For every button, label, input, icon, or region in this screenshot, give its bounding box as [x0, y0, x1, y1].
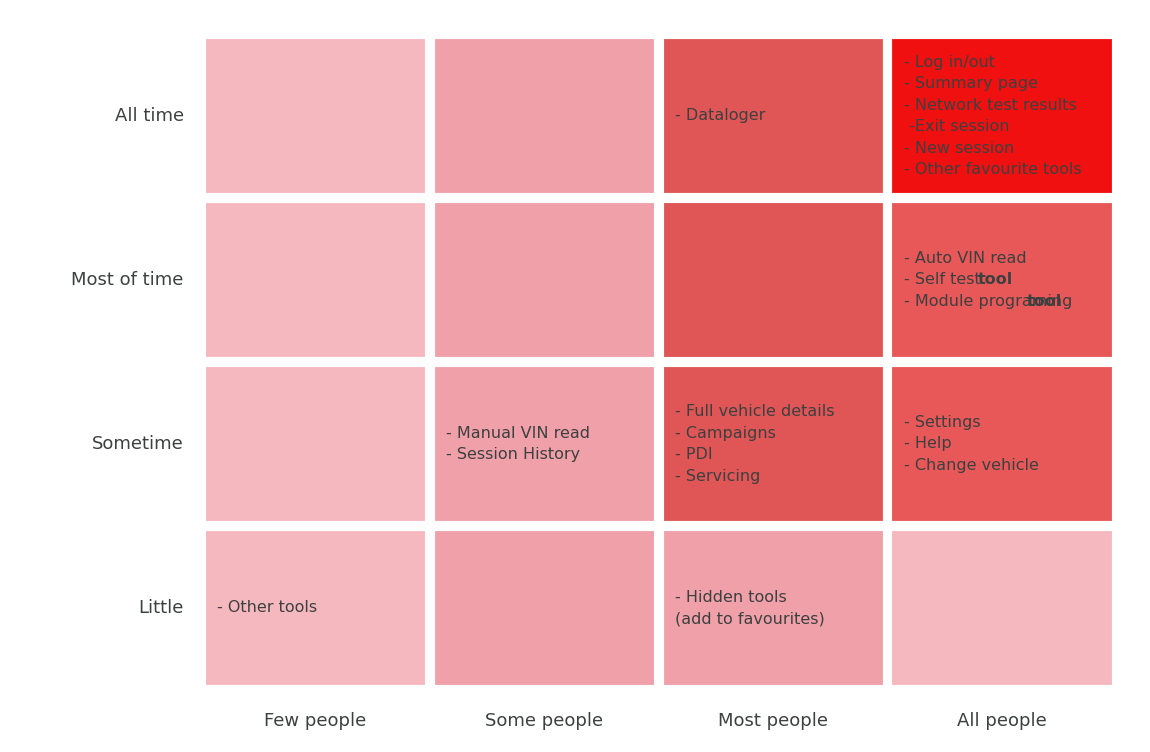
Bar	[204, 365, 427, 523]
Text: Sometime: Sometime	[92, 435, 184, 453]
Text: - Campaigns: - Campaigns	[675, 426, 776, 441]
Text: - PDI: - PDI	[675, 447, 713, 462]
Text: tool: tool	[978, 272, 1013, 287]
Bar	[661, 37, 884, 195]
Text: - Other favourite tools: - Other favourite tools	[904, 162, 1081, 177]
Bar	[661, 529, 884, 687]
Bar	[661, 201, 884, 359]
Text: Some people: Some people	[485, 712, 604, 730]
Text: All time: All time	[115, 107, 184, 125]
Text: Few people: Few people	[264, 712, 367, 730]
Text: - Full vehicle details: - Full vehicle details	[675, 404, 835, 419]
Bar	[890, 529, 1113, 687]
Bar	[890, 201, 1113, 359]
Text: - Summary page: - Summary page	[904, 76, 1037, 91]
Bar	[204, 529, 427, 687]
Text: Most of time: Most of time	[71, 271, 184, 289]
Bar	[432, 529, 655, 687]
Text: Most people: Most people	[719, 712, 828, 730]
Text: All people: All people	[957, 712, 1046, 730]
Bar	[204, 37, 427, 195]
Bar	[661, 365, 884, 523]
Text: - Session History: - Session History	[446, 447, 580, 462]
Bar	[890, 365, 1113, 523]
Bar	[432, 201, 655, 359]
Text: - Log in/out: - Log in/out	[904, 55, 995, 70]
Bar	[432, 365, 655, 523]
Text: - Network test results: - Network test results	[904, 98, 1076, 113]
Text: - New session: - New session	[904, 141, 1014, 156]
Text: (add to favourites): (add to favourites)	[675, 611, 825, 626]
Text: tool: tool	[1027, 294, 1063, 309]
Text: -Exit session: -Exit session	[904, 119, 1010, 134]
Text: - Settings: - Settings	[904, 415, 981, 430]
Text: - Other tools: - Other tools	[217, 600, 317, 615]
Text: - Dataloger: - Dataloger	[675, 108, 765, 123]
Bar	[890, 37, 1113, 195]
Text: - Auto VIN read: - Auto VIN read	[904, 251, 1027, 266]
Text: - Help: - Help	[904, 436, 951, 451]
Text: - Hidden tools: - Hidden tools	[675, 590, 787, 605]
Text: - Change vehicle: - Change vehicle	[904, 458, 1038, 473]
Text: Little: Little	[138, 599, 184, 617]
Text: - Module programing: - Module programing	[904, 294, 1078, 309]
Bar	[204, 201, 427, 359]
Text: - Self test: - Self test	[904, 272, 986, 287]
Bar	[432, 37, 655, 195]
Text: - Manual VIN read: - Manual VIN read	[446, 426, 590, 441]
Text: - Servicing: - Servicing	[675, 468, 760, 484]
